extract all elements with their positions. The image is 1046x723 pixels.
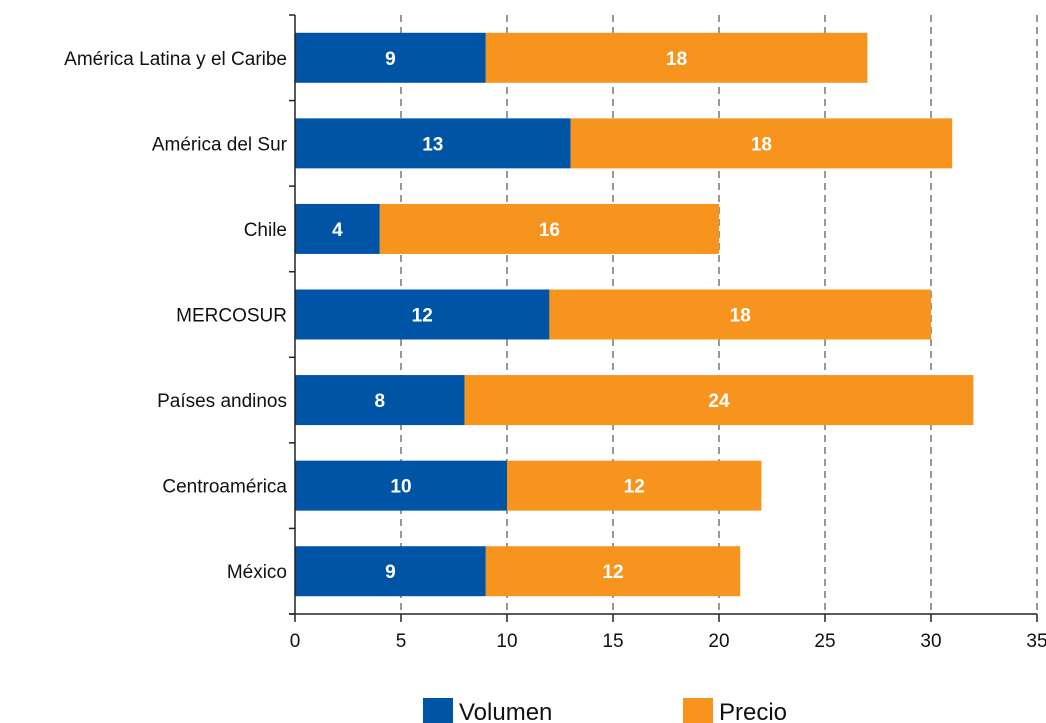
bar-volumen-0 (295, 32, 486, 83)
bar-value-label: 12 (624, 477, 645, 498)
bar-precio-2 (379, 203, 719, 254)
bar-precio-5 (507, 460, 762, 511)
x-tick-label: 20 (708, 631, 729, 652)
x-tick-label: 35 (1026, 631, 1046, 652)
bar-volumen-1 (295, 118, 571, 169)
x-tick-label: 30 (920, 631, 941, 652)
bar-precio-1 (570, 118, 953, 169)
bar-volumen-6 (295, 546, 486, 597)
bars: 9 18 13 18 4 16 12 18 8 24 10 12 9 12 (295, 32, 974, 597)
x-tick-label: 0 (290, 631, 301, 652)
bar-volumen-3 (295, 289, 550, 340)
bar-value-label: 18 (751, 134, 772, 155)
bar-precio-3 (549, 289, 931, 340)
bar-value-label: 24 (708, 391, 730, 412)
bar-value-label: 18 (666, 49, 687, 70)
bar-value-label: 8 (375, 391, 386, 412)
bar-value-label: 18 (730, 306, 751, 327)
legend: Volumen Precio (423, 698, 787, 723)
x-tick-label: 25 (814, 631, 835, 652)
bar-precio-4 (464, 375, 974, 426)
x-tick-label: 15 (602, 631, 623, 652)
bar-value-label: 16 (539, 220, 560, 241)
bar-value-label: 12 (602, 562, 623, 583)
category-label: MERCOSUR (176, 306, 287, 327)
category-label: América del Sur (152, 134, 288, 155)
category-label: Centroamérica (162, 477, 287, 498)
axes: América Latina y el Caribe América del Su… (64, 14, 1046, 652)
bar-volumen-4 (295, 375, 465, 426)
bar-value-label: 4 (332, 220, 343, 241)
bar-precio-6 (485, 546, 741, 597)
bar-value-label: 9 (385, 562, 396, 583)
legend-label-volumen: Volumen (459, 699, 552, 723)
bar-precio-0 (485, 32, 868, 83)
category-label: Chile (244, 220, 287, 241)
bar-value-label: 12 (412, 306, 433, 327)
legend-swatch-precio (683, 698, 713, 723)
bar-value-label: 13 (422, 134, 443, 155)
x-tick-label: 10 (496, 631, 517, 652)
bar-value-label: 9 (385, 49, 396, 70)
x-tick-label: 5 (396, 631, 407, 652)
bar-value-label: 10 (390, 477, 411, 498)
category-label: Países andinos (157, 391, 287, 412)
grid-lines (400, 15, 1038, 614)
category-label: México (227, 562, 287, 583)
bar-volumen-2 (295, 203, 380, 254)
legend-swatch-volumen (423, 698, 453, 723)
bar-volumen-5 (295, 460, 507, 511)
legend-label-precio: Precio (719, 699, 787, 723)
category-label: América Latina y el Caribe (64, 49, 287, 70)
